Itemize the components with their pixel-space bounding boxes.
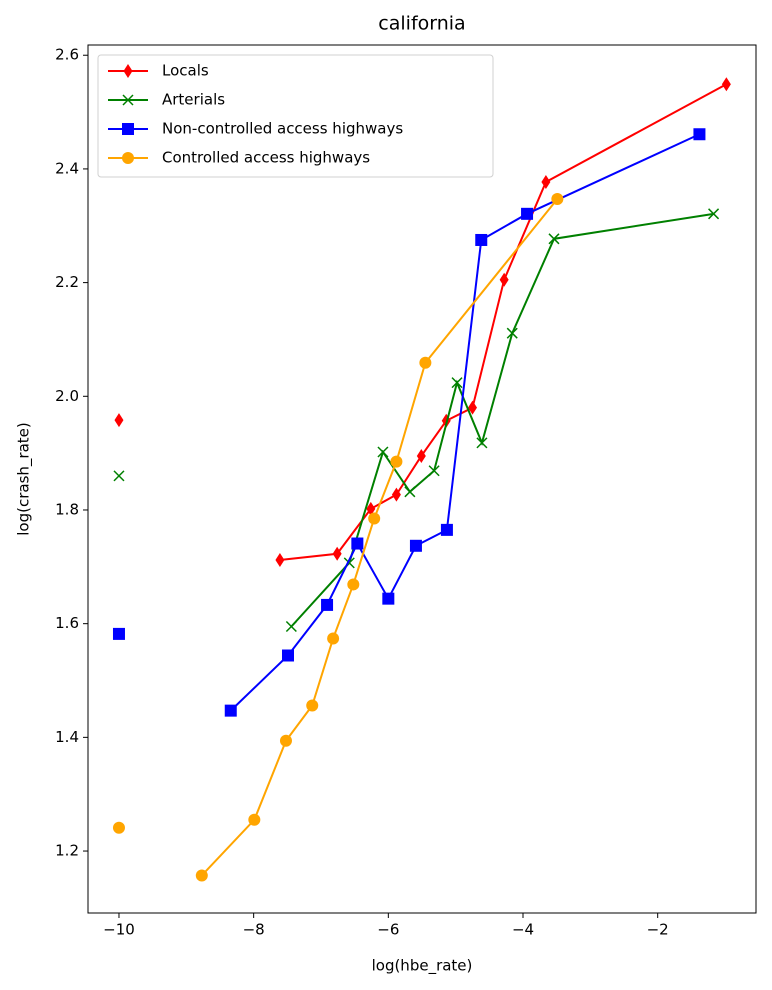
x-tick-label: −4	[512, 921, 534, 939]
point	[275, 553, 285, 568]
point	[499, 272, 509, 287]
point	[368, 512, 381, 525]
legend-label: Locals	[162, 62, 209, 80]
point	[366, 501, 376, 516]
point	[541, 174, 551, 189]
legend: Locals Arterials Non-controlled access hig…	[97, 54, 494, 178]
x-tick-label: −10	[103, 921, 135, 939]
legend-marker	[122, 123, 134, 135]
point	[521, 207, 534, 220]
point	[281, 649, 294, 662]
series-line	[230, 133, 700, 712]
chart-title: california	[378, 13, 465, 35]
y-axis-label: log(crash_rate)	[15, 422, 34, 535]
point	[327, 632, 340, 645]
point	[112, 627, 125, 640]
point	[428, 465, 440, 477]
point	[112, 821, 125, 834]
point	[279, 734, 292, 747]
point	[451, 377, 463, 389]
point	[468, 400, 478, 415]
x-axis-label: log(hbe_rate)	[372, 957, 473, 976]
series-line	[279, 83, 727, 561]
point	[377, 446, 389, 458]
point	[475, 233, 488, 246]
y-tick-label: 2.2	[55, 273, 79, 291]
plot-frame	[87, 44, 757, 914]
point	[409, 539, 422, 552]
point	[404, 486, 416, 498]
x-tick-label: −2	[647, 921, 669, 939]
point	[693, 128, 706, 141]
point	[416, 448, 426, 463]
y-tick-label: 1.8	[55, 500, 79, 518]
point	[390, 455, 403, 468]
point	[419, 356, 432, 369]
legend-marker	[122, 94, 134, 106]
point	[248, 813, 261, 826]
series-line	[290, 212, 714, 628]
point	[224, 704, 237, 717]
legend-box	[97, 54, 494, 178]
y-tick-label: 1.2	[55, 842, 79, 860]
point	[551, 193, 564, 206]
y-tick-label: 2.6	[55, 46, 79, 64]
legend-label: Non-controlled access highways	[162, 120, 403, 138]
point	[382, 592, 395, 605]
point	[391, 487, 401, 502]
legend-label: Controlled access highways	[162, 149, 370, 167]
legend-label: Arterials	[162, 91, 225, 109]
legend-marker	[123, 64, 133, 78]
series-line	[201, 198, 559, 877]
point	[708, 208, 720, 220]
point	[476, 437, 488, 449]
legend-marker	[122, 152, 134, 164]
point	[440, 523, 453, 536]
point	[195, 869, 208, 882]
point	[347, 578, 360, 591]
x-tick-label: −8	[243, 921, 265, 939]
y-tick-label: 2.4	[55, 159, 79, 177]
point	[721, 77, 731, 92]
point	[351, 537, 364, 550]
x-tick-label: −6	[377, 921, 399, 939]
point	[285, 620, 297, 633]
point	[548, 233, 560, 245]
point	[114, 413, 124, 428]
y-tick-label: 1.6	[55, 614, 79, 632]
point	[332, 546, 342, 561]
point	[506, 327, 518, 339]
point	[306, 699, 319, 712]
point	[113, 470, 125, 482]
y-tick-label: 1.4	[55, 728, 79, 746]
point	[321, 598, 334, 611]
y-tick-label: 2.0	[55, 387, 79, 405]
